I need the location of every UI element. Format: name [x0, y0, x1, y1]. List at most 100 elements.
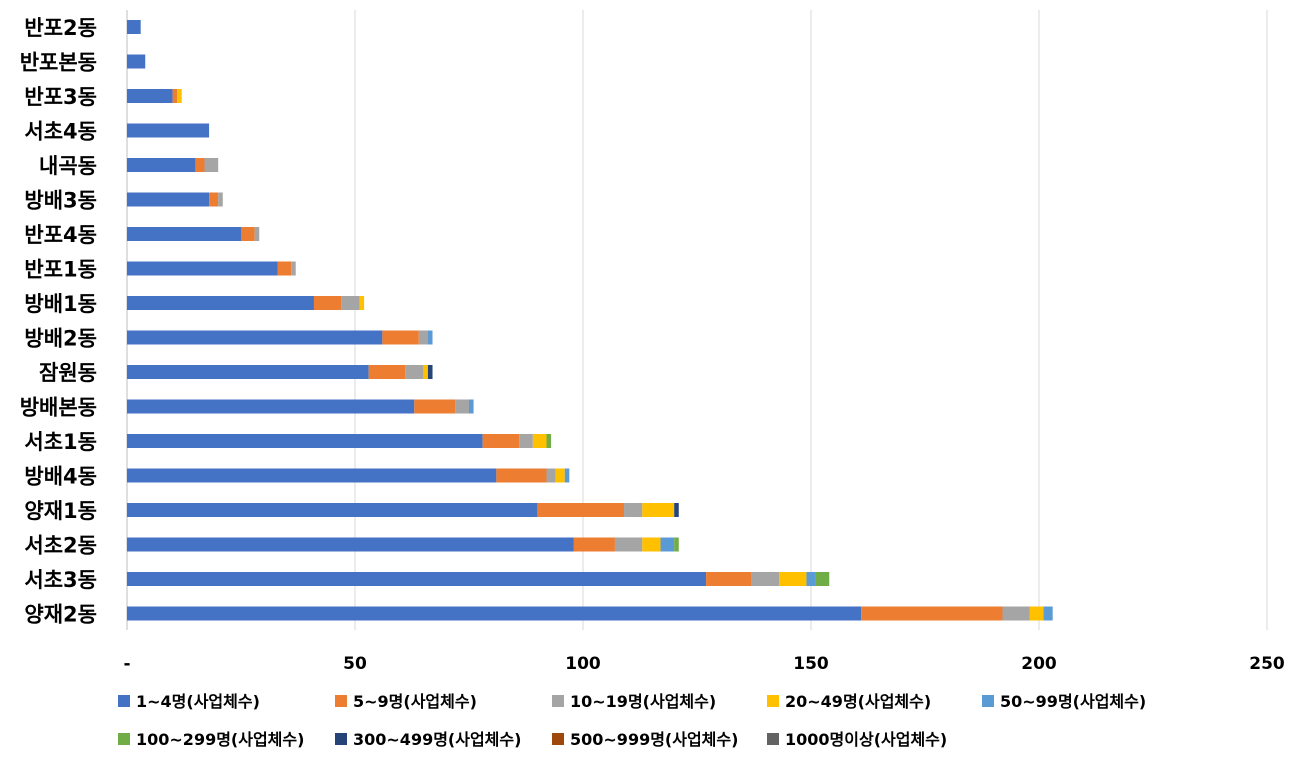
bar-segment: [127, 434, 483, 448]
bar-segment: [127, 123, 210, 138]
legend-swatch: [767, 733, 779, 745]
bar-segment: [537, 503, 625, 517]
bar-segment: [532, 434, 547, 448]
bar-segment: [291, 261, 296, 276]
bar-segment: [806, 572, 816, 586]
bar-segment: [177, 89, 182, 103]
bar-segment: [127, 365, 369, 379]
category-label: 서초1동: [24, 430, 97, 454]
category-label: 방배4동: [24, 465, 97, 489]
category-label: 양재2동: [24, 603, 97, 627]
category-label: 반포2동: [24, 16, 97, 40]
legend-label: 500~999명(사업체수): [570, 730, 738, 749]
bar-segment: [313, 296, 342, 310]
bar-segment: [241, 227, 255, 241]
gridlines: [126, 10, 1268, 630]
bar-segment: [368, 365, 406, 379]
bar-segment: [127, 503, 538, 517]
bar-segment: [455, 399, 469, 414]
bar-segment: [660, 537, 675, 552]
bar-segment: [674, 503, 679, 517]
bar-segment: [751, 572, 780, 586]
bar-segment: [496, 468, 547, 483]
legend-label: 5~9명(사업체수): [353, 692, 477, 711]
bar-segment: [427, 330, 433, 345]
bar-segment: [642, 503, 675, 517]
bar-segment: [127, 54, 146, 69]
bar-segment: [359, 296, 365, 310]
bar-segment: [254, 227, 260, 241]
x-tick-label: 50: [343, 654, 367, 674]
bar-segment: [127, 399, 415, 414]
category-label: 반포본동: [20, 51, 97, 75]
legend-swatch: [552, 733, 564, 745]
category-label: 방배2동: [24, 327, 97, 351]
category-label: 잠원동: [39, 361, 97, 385]
bar-segment: [127, 20, 141, 34]
bar-segment: [423, 365, 428, 379]
legend-label: 1000명이상(사업체수): [785, 730, 947, 749]
x-tick-labels: - 50 100 150 200 250: [123, 654, 1284, 674]
legend-label: 1~4명(사업체수): [136, 692, 260, 711]
bar-segment: [127, 158, 196, 172]
bar-segment: [1029, 606, 1044, 621]
bar-segment: [172, 89, 178, 103]
bar-segment: [218, 192, 223, 207]
bar-segment: [405, 365, 424, 379]
category-label: 방배3동: [24, 189, 97, 213]
x-tick-label: 250: [1249, 654, 1285, 674]
bar-segment: [127, 227, 241, 241]
bar-segment: [861, 606, 1003, 621]
category-label: 내곡동: [39, 154, 97, 178]
bar-segment: [469, 399, 474, 414]
bar-segment: [209, 192, 219, 207]
legend: 1~4명(사업체수) 5~9명(사업체수) 10~19명(사업체수) 20~49명(사…: [118, 692, 1146, 749]
legend-swatch: [118, 733, 130, 745]
bar-segment: [555, 468, 565, 483]
bar-segment: [127, 192, 210, 207]
legend-label: 50~99명(사업체수): [1000, 692, 1146, 711]
legend-swatch: [335, 695, 347, 707]
bar-segment: [341, 296, 360, 310]
legend-swatch: [982, 695, 994, 707]
legend-label: 300~499명(사업체수): [353, 730, 521, 749]
bar-segment: [127, 537, 574, 552]
bar-segment: [674, 537, 679, 552]
bar-segment: [573, 537, 615, 552]
category-label: 반포4동: [24, 223, 97, 247]
bar-segment: [127, 330, 383, 345]
bars: [127, 20, 1053, 621]
category-label: 방배1동: [24, 292, 97, 316]
bar-segment: [706, 572, 752, 586]
legend-swatch: [767, 695, 779, 707]
bar-segment: [1002, 606, 1030, 621]
bar-segment: [564, 468, 570, 483]
bar-segment: [382, 330, 419, 345]
category-label: 반포3동: [24, 85, 97, 109]
legend-swatch: [335, 733, 347, 745]
bar-segment: [519, 434, 533, 448]
bar-segment: [204, 158, 219, 172]
category-label: 양재1동: [24, 499, 97, 523]
bar-segment: [779, 572, 807, 586]
category-label: 서초2동: [24, 534, 97, 558]
bar-segment: [414, 399, 456, 414]
bar-segment: [418, 330, 428, 345]
bar-segment: [127, 261, 278, 276]
legend-swatch: [552, 695, 564, 707]
bar-segment: [482, 434, 520, 448]
bar-segment: [127, 468, 497, 483]
category-label: 반포1동: [24, 258, 97, 282]
legend-swatch: [118, 695, 130, 707]
category-label: 서초4동: [24, 120, 97, 144]
bar-segment: [1043, 606, 1053, 621]
category-labels: 반포2동반포본동반포3동서초4동내곡동방배3동반포4동반포1동방배1동방배2동잠…: [20, 16, 97, 627]
bar-segment: [815, 572, 830, 586]
legend-label: 20~49명(사업체수): [785, 692, 931, 711]
category-label: 서초3동: [24, 568, 97, 592]
bar-segment: [546, 434, 552, 448]
x-tick-label: 200: [1021, 654, 1057, 674]
bar-segment: [127, 296, 314, 310]
bar-segment: [642, 537, 661, 552]
